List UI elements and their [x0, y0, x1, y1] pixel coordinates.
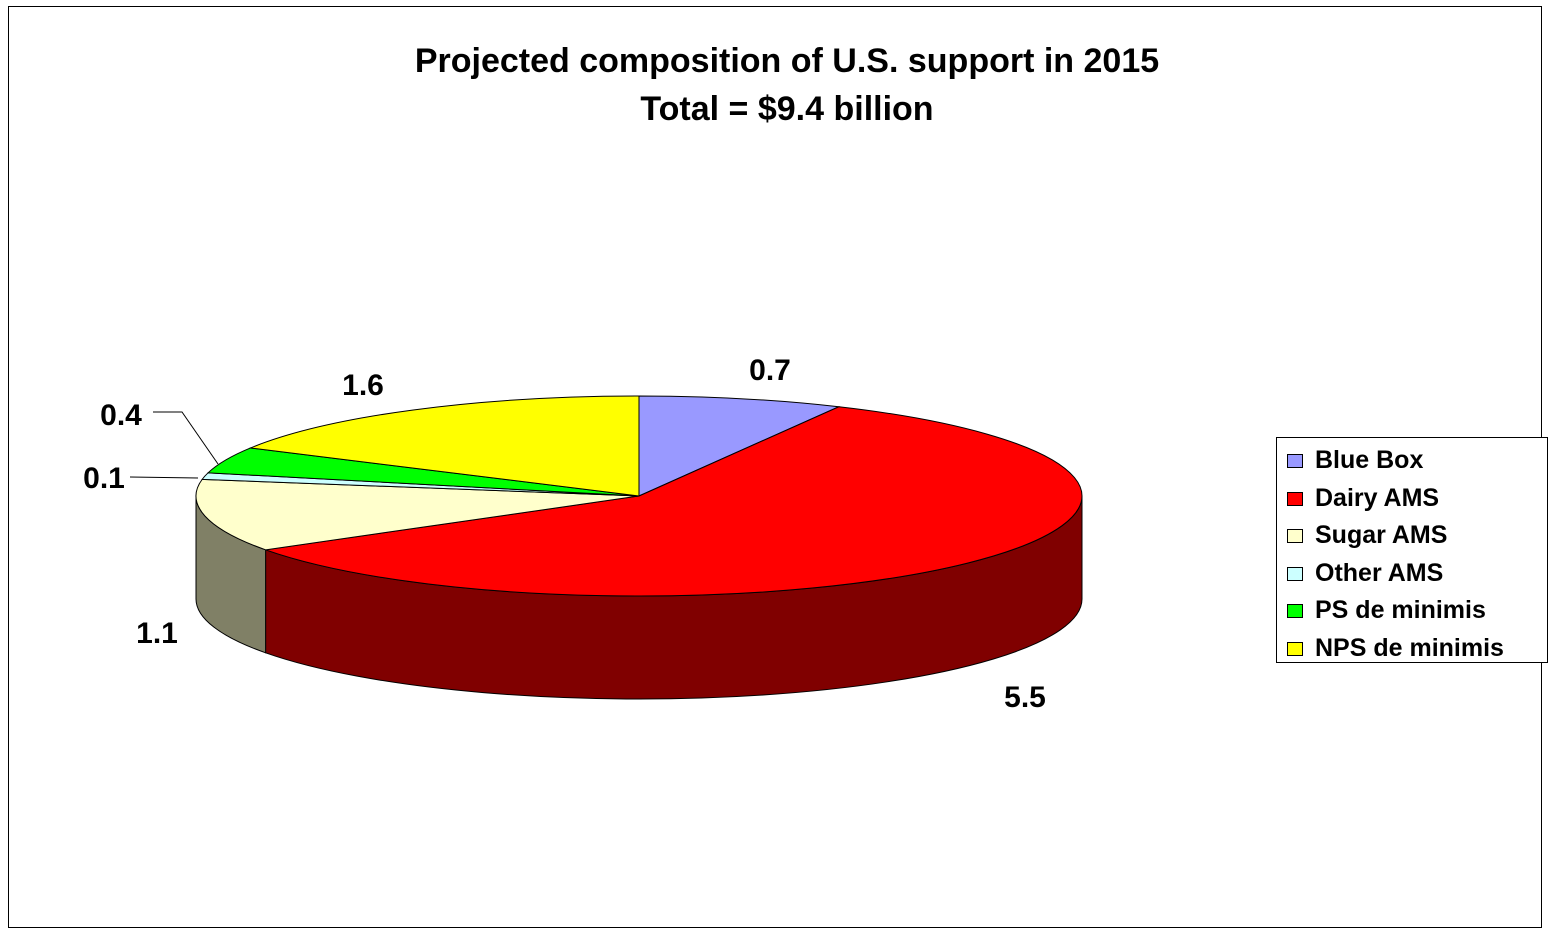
chart-subtitle: Total = $9.4 billion [640, 90, 933, 128]
legend-item-other-ams: Other AMS [1277, 555, 1547, 593]
legend-item-dairy-ams: Dairy AMS [1277, 480, 1547, 518]
data-label-sugar-ams: 1.1 [136, 617, 178, 650]
leader-lines [129, 411, 219, 479]
legend-label: Blue Box [1315, 446, 1424, 474]
leader-line-ps-de-minimis [153, 411, 219, 465]
legend-swatch-ps-de-minimis [1287, 604, 1303, 618]
data-label-nps-de-minimis: 1.6 [342, 369, 384, 402]
legend-swatch-blue-box [1287, 454, 1303, 468]
legend-label: Other AMS [1315, 558, 1444, 587]
legend: Blue Box Dairy AMS Sugar AMS Other AMS PS de… [1276, 437, 1548, 663]
data-label-other-ams: 0.1 [83, 462, 125, 495]
legend-swatch-nps-de-minimis [1287, 641, 1303, 656]
data-label-blue-box: 0.7 [749, 354, 791, 387]
data-labels: 0.7 5.5 1.1 0.1 0.4 1.6 [83, 354, 1046, 714]
chart-title: Projected composition of U.S. support in… [415, 42, 1159, 80]
data-label-dairy-ams: 5.5 [1004, 681, 1046, 714]
legend-label: PS de minimis [1315, 596, 1486, 624]
legend-swatch-other-ams [1287, 566, 1303, 581]
pie-slices [195, 395, 1083, 597]
data-label-ps-de-minimis: 0.4 [100, 399, 142, 432]
pie-slice-nps-de-minimis [248, 395, 640, 497]
legend-item-ps-de-minimis: PS de minimis [1277, 592, 1547, 630]
pie-slice-blue-box [638, 395, 841, 497]
legend-label: NPS de minimis [1315, 633, 1504, 662]
leader-line-other-ams [129, 476, 199, 479]
legend-label: Sugar AMS [1315, 521, 1448, 549]
legend-swatch-dairy-ams [1287, 491, 1303, 506]
legend-label: Dairy AMS [1315, 483, 1440, 512]
legend-item-nps-de-minimis: NPS de minimis [1277, 630, 1547, 668]
legend-item-blue-box: Blue Box [1277, 442, 1547, 480]
legend-item-sugar-ams: Sugar AMS [1277, 517, 1547, 555]
legend-swatch-sugar-ams [1287, 529, 1303, 543]
pie-slice-sugar-ams [195, 478, 640, 551]
pie-slice-dairy-ams [265, 406, 1083, 597]
